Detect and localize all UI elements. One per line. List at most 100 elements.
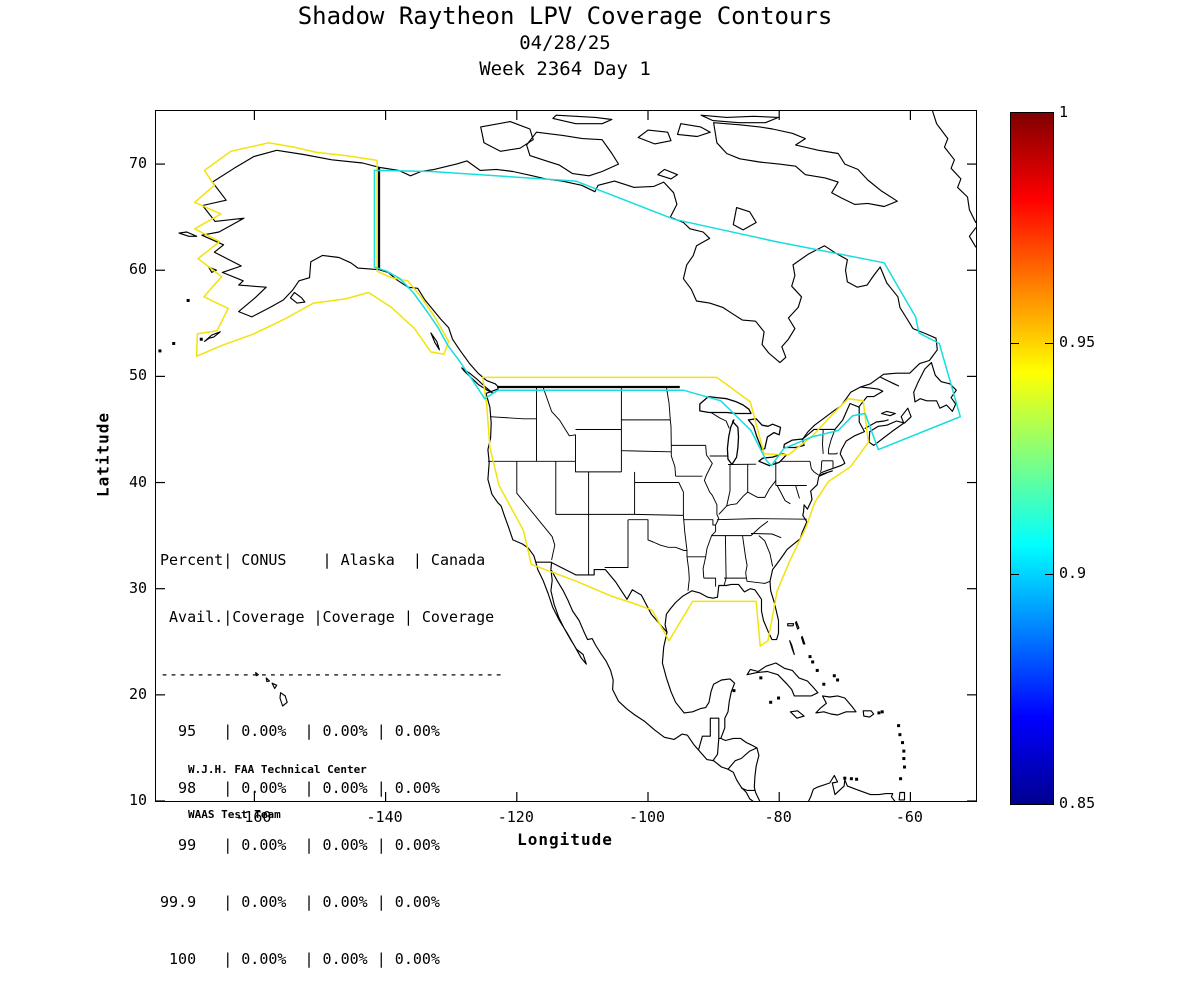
- coastline: [179, 232, 197, 236]
- coastline: [819, 471, 832, 476]
- coastline: [788, 624, 794, 626]
- small-island: [898, 733, 901, 736]
- small-island: [833, 674, 836, 677]
- chart-subtitle-date: 04/28/25: [155, 30, 975, 56]
- state-boundary: [683, 520, 715, 525]
- coastline: [379, 161, 937, 439]
- coastline: [638, 130, 671, 144]
- y-tick-label: 40: [87, 473, 147, 491]
- coastline: [713, 738, 719, 760]
- coastline: [714, 123, 898, 207]
- coastline: [481, 122, 534, 152]
- small-island: [877, 711, 880, 714]
- small-island: [897, 724, 900, 727]
- y-tick-label: 30: [87, 579, 147, 597]
- small-island: [822, 683, 825, 686]
- coastline: [431, 333, 440, 350]
- colorbar-tick: [1011, 343, 1019, 344]
- coverage-table-row-100: 100 | 0.00% | 0.00% | 0.00%: [160, 950, 503, 969]
- state-boundary: [727, 465, 730, 506]
- figure-window: { "title": { "line1": "Shadow Raytheon L…: [0, 0, 1200, 900]
- coastline: [733, 208, 756, 230]
- small-island: [816, 669, 819, 672]
- state-boundary: [759, 536, 773, 567]
- coverage-table-separator: --------------------------------------: [160, 665, 503, 684]
- state-boundary: [777, 486, 790, 504]
- small-island: [902, 750, 905, 753]
- y-tick-label: 60: [87, 260, 147, 278]
- x-tick-label: -100: [607, 808, 687, 826]
- x-tick-label: -60: [869, 808, 949, 826]
- state-boundary: [683, 515, 689, 590]
- state-boundary: [751, 534, 781, 538]
- state-boundary: [605, 520, 628, 568]
- state-boundary: [666, 387, 675, 476]
- coastline: [728, 748, 757, 769]
- coastline: [899, 793, 904, 800]
- colorbar-tick-label: 0.9: [1059, 564, 1086, 582]
- great-lake: [727, 420, 738, 465]
- small-island: [809, 655, 812, 658]
- small-island: [899, 777, 902, 780]
- coastline: [859, 387, 883, 407]
- small-island: [901, 741, 904, 744]
- x-tick-label: -80: [738, 808, 818, 826]
- contour-0-95: [195, 143, 449, 356]
- coastline: [699, 718, 721, 750]
- y-tick-label: 20: [87, 685, 147, 703]
- small-island: [187, 299, 190, 302]
- coastline: [914, 363, 957, 412]
- coastline: [658, 169, 678, 179]
- coastline: [536, 562, 587, 664]
- state-boundary: [796, 486, 800, 499]
- state-boundary: [576, 461, 622, 472]
- small-island: [855, 778, 858, 781]
- contour-0-95: [483, 377, 869, 646]
- coastline: [552, 571, 755, 801]
- state-boundary: [828, 453, 837, 454]
- small-island: [200, 338, 203, 341]
- small-island: [836, 678, 839, 681]
- credit-line-1: W.J.H. FAA Technical Center: [188, 762, 367, 777]
- coastline: [678, 124, 711, 137]
- coastline: [882, 411, 896, 415]
- coastline: [816, 696, 856, 715]
- state-boundary: [746, 578, 770, 583]
- chart-subtitle-week: Week 2364 Day 1: [155, 56, 975, 82]
- coastline: [527, 132, 619, 176]
- coastline: [933, 112, 976, 223]
- colorbar-tick-label: 1: [1059, 103, 1068, 121]
- small-island: [158, 349, 161, 352]
- x-tick-label: -160: [213, 808, 293, 826]
- coastline: [796, 622, 799, 629]
- coastline: [662, 632, 760, 801]
- small-island: [881, 710, 884, 713]
- state-boundary: [621, 451, 671, 452]
- state-boundary: [755, 519, 807, 520]
- state-boundary: [711, 413, 729, 429]
- coverage-table-row-99-9: 99.9 | 0.00% | 0.00% | 0.00%: [160, 893, 503, 912]
- colorbar-tick-label: 0.85: [1059, 794, 1095, 812]
- coastline: [969, 228, 975, 247]
- great-lake: [784, 439, 804, 448]
- y-tick-label: 70: [87, 154, 147, 172]
- state-boundary: [821, 461, 822, 472]
- coastline: [863, 711, 874, 717]
- chart-title-block: Shadow Raytheon LPV Coverage Contours 04…: [155, 2, 975, 82]
- small-island: [811, 660, 814, 663]
- state-boundary: [543, 387, 576, 461]
- small-island: [759, 676, 762, 679]
- state-boundary: [717, 519, 755, 520]
- colorbar-tick-label: 0.95: [1059, 333, 1095, 351]
- small-island: [732, 689, 735, 692]
- small-island: [903, 766, 906, 769]
- chart-title: Shadow Raytheon LPV Coverage Contours: [155, 2, 975, 30]
- state-boundary: [628, 520, 687, 551]
- colorbar-tick: [1045, 574, 1053, 575]
- coastline: [205, 332, 221, 342]
- state-boundary: [703, 445, 719, 578]
- state-boundary: [823, 429, 824, 454]
- state-boundary: [490, 417, 537, 419]
- x-axis-label: Longitude: [155, 830, 975, 849]
- coastline: [291, 293, 305, 304]
